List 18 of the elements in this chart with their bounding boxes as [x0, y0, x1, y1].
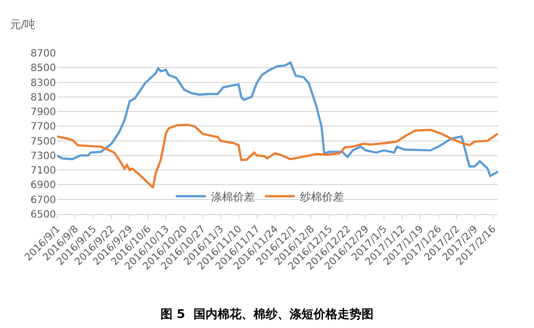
line-series — [57, 124, 498, 189]
line-series — [57, 61, 498, 178]
legend-label: 纱棉价差 — [300, 190, 344, 204]
y-tick-label: 7500 — [30, 136, 56, 148]
y-tick-label: 6500 — [30, 210, 56, 220]
y-tick-label: 6900 — [30, 180, 56, 192]
y-tick-label: 8700 — [30, 48, 56, 60]
y-tick-label: 8100 — [30, 92, 56, 104]
y-tick-label: 8500 — [30, 63, 56, 74]
y-tick-label: 7900 — [30, 107, 56, 118]
y-axis-title: 元/吨 — [10, 18, 36, 31]
y-tick-label: 7300 — [30, 150, 56, 162]
y-tick-label: 8300 — [30, 78, 56, 89]
y-tick-label: 7700 — [30, 122, 56, 133]
text: 图 5 国内棉花、棉纱、涤短价格走势图 — [160, 307, 374, 322]
legend-label: 涤棉价差 — [210, 190, 255, 204]
y-tick-label: 7100 — [30, 166, 56, 177]
y-tick-label: 6700 — [30, 194, 56, 206]
